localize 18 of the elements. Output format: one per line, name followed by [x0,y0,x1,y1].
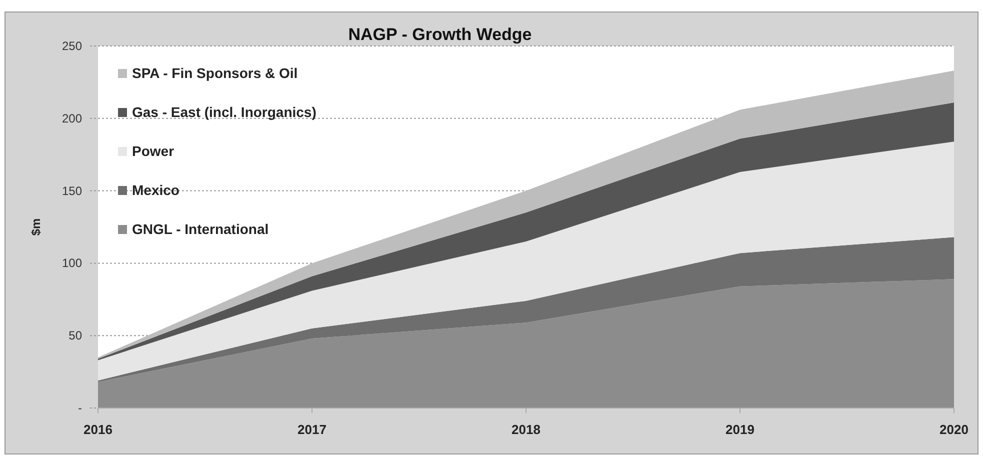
y-tick-label: 100 [62,256,82,270]
x-tick-label: 2019 [726,422,754,437]
chart-title: NAGP - Growth Wedge [348,25,532,44]
legend-label: GNGL - International [132,221,269,237]
y-tick-label: - [78,401,82,415]
x-tick-label: 2020 [940,422,968,437]
x-tick-label: 2016 [84,422,112,437]
y-tick-label: 150 [62,184,82,198]
legend-label: Mexico [132,182,180,198]
x-tick-label: 2018 [512,422,540,437]
legend-label: Gas - East (incl. Inorganics) [132,104,316,120]
x-tick-label: 2017 [298,422,326,437]
y-tick-label: 200 [62,111,82,126]
y-tick-label: 50 [68,328,82,343]
y-tick-label: 250 [62,39,82,53]
legend-label: Power [132,143,175,159]
y-axis-title: $m [29,218,43,236]
legend-label: SPA - Fin Sponsors & Oil [132,65,298,81]
